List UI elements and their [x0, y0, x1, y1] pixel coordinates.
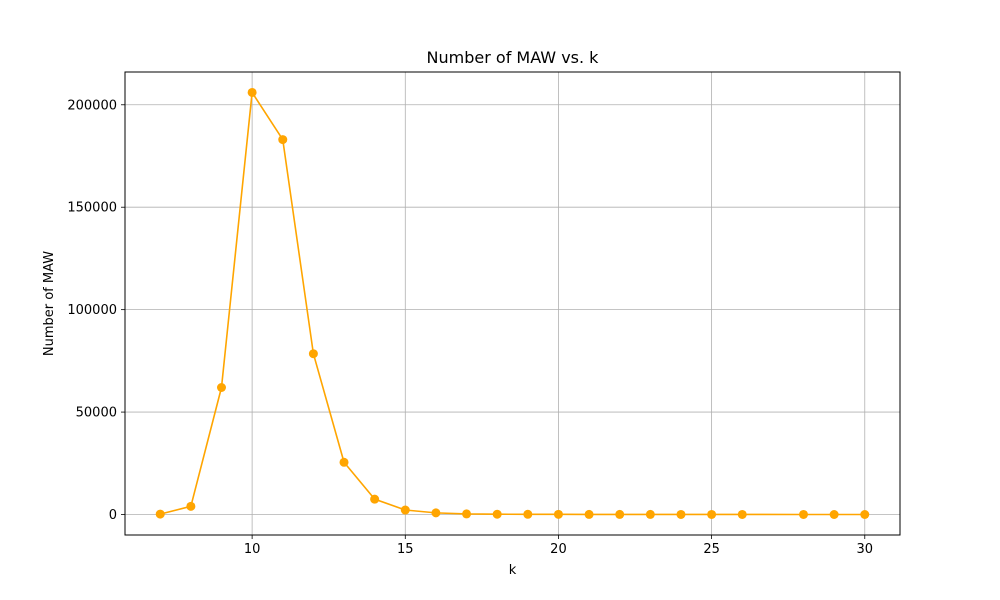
ticks: 10 15 20 25 30 0 50000 100000 150000 200000 — [67, 98, 873, 557]
x-axis-label: k — [509, 563, 517, 578]
data-point — [186, 501, 196, 511]
data-point — [584, 509, 594, 519]
y-tick-label: 100000 — [67, 303, 117, 318]
data-point — [523, 509, 533, 519]
data-point — [462, 509, 472, 519]
x-tick-label: 15 — [397, 542, 414, 557]
y-tick-label: 150000 — [67, 201, 117, 216]
y-tick-label: 50000 — [76, 406, 117, 421]
data-point — [278, 135, 288, 145]
x-tick-label: 10 — [244, 542, 261, 557]
x-tick-label: 20 — [550, 542, 567, 557]
data-point — [829, 509, 839, 519]
data-point — [615, 509, 625, 519]
data-point — [645, 509, 655, 519]
data-point — [155, 509, 165, 519]
x-tick-label: 30 — [856, 542, 873, 557]
data-point — [860, 510, 870, 520]
data-point — [799, 509, 809, 519]
data-point — [247, 87, 257, 97]
y-axis-label: Number of MAW — [42, 251, 57, 356]
data-point — [431, 508, 441, 518]
x-tick-label: 25 — [703, 542, 720, 557]
chart-title: Number of MAW vs. k — [427, 48, 600, 67]
data-point — [737, 509, 747, 519]
series-layer — [155, 87, 870, 520]
data-point — [216, 382, 226, 392]
data-point — [492, 509, 502, 519]
y-tick-label: 0 — [109, 508, 117, 523]
y-tick-label: 200000 — [67, 98, 117, 113]
data-point — [400, 505, 410, 515]
data-point — [707, 509, 717, 519]
data-point — [308, 349, 318, 359]
data-point — [370, 494, 380, 504]
plot-frame — [124, 71, 901, 536]
data-point — [339, 457, 349, 467]
data-point — [676, 509, 686, 519]
data-point — [553, 509, 563, 519]
